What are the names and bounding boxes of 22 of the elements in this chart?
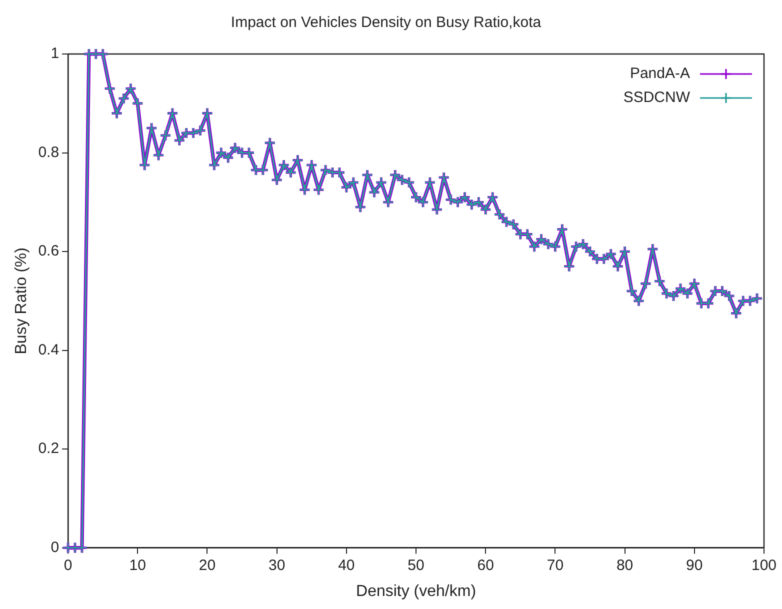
- y-tick-label: 0.4: [38, 341, 60, 358]
- legend-label: PandA-A: [630, 65, 690, 82]
- y-tick-label: 0: [50, 538, 60, 556]
- x-tick-label: 10: [129, 556, 146, 574]
- x-axis-title: Density (veh/km): [356, 582, 476, 600]
- x-tick-label: 90: [686, 556, 703, 574]
- x-tick-label: 40: [338, 556, 355, 574]
- x-tick-label: 20: [198, 556, 216, 574]
- y-tick-label: 1: [50, 45, 60, 62]
- x-tick-label: 0: [64, 556, 72, 574]
- x-tick-label: 30: [268, 556, 286, 574]
- legend-label: SSDCNW: [623, 89, 691, 106]
- x-tick-label: 100: [751, 556, 777, 574]
- x-tick-label: 60: [477, 556, 494, 574]
- x-tick-label: 80: [616, 556, 634, 574]
- x-tick-label: 70: [546, 556, 564, 574]
- chart-title: Impact on Vehicles Density on Busy Ratio,kota: [230, 14, 542, 32]
- x-tick-label: 50: [408, 556, 424, 574]
- y-tick-label: 0.8: [38, 144, 60, 161]
- y-tick-label: 0.6: [38, 242, 60, 260]
- y-tick-label: 0.2: [38, 440, 60, 458]
- y-axis-title: Busy Ratio (%): [13, 248, 30, 354]
